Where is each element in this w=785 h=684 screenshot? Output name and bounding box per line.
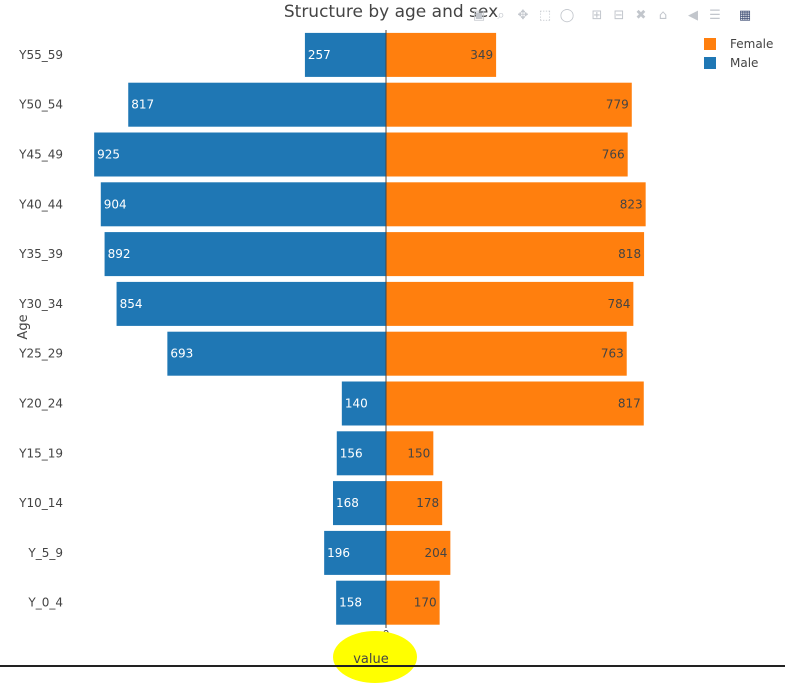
legend-label-female: Female xyxy=(730,36,774,51)
y-tick-label-y25_29: Y25_29 xyxy=(18,347,63,361)
y-tick-label-y50_54: Y50_54 xyxy=(18,98,63,112)
bar-label-male-y10_14: 168 xyxy=(336,496,359,510)
bar-label-male-y55_59: 257 xyxy=(308,48,331,62)
legend-swatch-male xyxy=(704,56,716,69)
bar-male-y20_24[interactable] xyxy=(341,381,386,426)
reset-axes-icon[interactable]: ⌂ xyxy=(658,7,668,23)
y-tick-labels: Y55_59 Y50_54 Y45_49 Y40_44 Y35_39 Y30_34 Y25_… xyxy=(18,48,63,610)
bar-label-female-y40_44: 823 xyxy=(620,197,643,211)
bar-label-female-y15_19: 150 xyxy=(407,446,430,460)
lasso-icon[interactable]: ◯ xyxy=(559,7,575,23)
bar-label-female-y45_49: 766 xyxy=(602,148,625,162)
bar-female-y50_54[interactable] xyxy=(386,82,632,127)
modebar: ▣ ⌕ ✥ ⬚ ◯ ⊞ ⊟ ✖ ⌂ ◀ ☰ ▦ xyxy=(470,6,754,24)
bar-female-y45_49[interactable] xyxy=(386,132,628,177)
bar-male-y25_29[interactable] xyxy=(167,331,386,376)
plotly-logo-icon[interactable]: ▦ xyxy=(738,7,752,23)
bar-female-y40_44[interactable] xyxy=(386,182,646,227)
bar-male-y15_19[interactable] xyxy=(336,431,386,476)
bar-label-female-y_0_4: 170 xyxy=(414,596,437,610)
y-tick-label-y40_44: Y40_44 xyxy=(18,197,63,211)
bar-label-male-y25_29: 693 xyxy=(170,347,193,361)
autoscale-icon[interactable]: ✖ xyxy=(635,7,647,23)
bar-label-female-y55_59: 349 xyxy=(470,48,493,62)
bar-label-female-y20_24: 817 xyxy=(618,397,641,411)
bar-male-y50_54[interactable] xyxy=(128,82,386,127)
y-tick-label-y15_19: Y15_19 xyxy=(18,446,63,460)
bars-layer: 257 349 817 779 925 766 904 823 892 818 854 784 693 7… xyxy=(94,32,646,625)
bar-male-y55_59[interactable] xyxy=(304,32,386,77)
bar-label-male-y20_24: 140 xyxy=(345,397,368,411)
bar-female-y10_14[interactable] xyxy=(386,481,443,526)
bar-label-male-y35_39: 892 xyxy=(108,247,131,261)
bar-label-male-y45_49: 925 xyxy=(97,148,120,162)
bar-female-y15_19[interactable] xyxy=(386,431,434,476)
bar-female-y_5_9[interactable] xyxy=(386,530,451,575)
chart-title: Structure by age and sex xyxy=(284,2,498,22)
legend-swatch-female xyxy=(704,37,716,50)
y-tick-label-y20_24: Y20_24 xyxy=(18,397,63,411)
bar-label-male-y50_54: 817 xyxy=(131,98,154,112)
bar-female-y25_29[interactable] xyxy=(386,331,627,376)
bar-male-y10_14[interactable] xyxy=(332,481,386,526)
bar-label-female-y10_14: 178 xyxy=(416,496,439,510)
y-tick-label-y_5_9: Y_5_9 xyxy=(27,546,63,560)
bar-male-y30_34[interactable] xyxy=(116,281,387,326)
box-select-icon[interactable]: ⬚ xyxy=(538,7,552,23)
bar-label-female-y30_34: 784 xyxy=(607,297,630,311)
zoom-out-icon[interactable]: ⊟ xyxy=(613,7,625,23)
bar-male-y35_39[interactable] xyxy=(104,232,386,277)
spike-lines-icon[interactable]: ☰ xyxy=(709,7,721,23)
legend-item-female[interactable]: Female xyxy=(700,34,773,53)
bar-female-y20_24[interactable] xyxy=(386,381,644,426)
zoom-icon[interactable]: ⌕ xyxy=(497,7,505,23)
bar-label-male-y_5_9: 196 xyxy=(327,546,350,560)
legend-item-male[interactable]: Male xyxy=(700,53,773,72)
bar-label-male-y30_34: 854 xyxy=(120,297,143,311)
bar-female-y30_34[interactable] xyxy=(386,281,634,326)
bar-male-y45_49[interactable] xyxy=(94,132,386,177)
zoom-in-icon[interactable]: ⊞ xyxy=(591,7,603,23)
bar-label-female-y35_39: 818 xyxy=(618,247,641,261)
bar-label-male-y15_19: 156 xyxy=(340,446,363,460)
bar-label-male-y_0_4: 158 xyxy=(339,596,362,610)
bar-male-y40_44[interactable] xyxy=(100,182,387,227)
bar-male-y_0_4[interactable] xyxy=(336,580,386,625)
bar-label-female-y_5_9: 204 xyxy=(424,546,447,560)
compare-hover-icon[interactable]: ◀ xyxy=(688,7,698,23)
y-tick-label-y_0_4: Y_0_4 xyxy=(27,596,63,610)
y-tick-label-y45_49: Y45_49 xyxy=(18,148,63,162)
bar-female-y_0_4[interactable] xyxy=(386,580,440,625)
pan-icon[interactable]: ✥ xyxy=(517,7,529,23)
bar-label-female-y25_29: 763 xyxy=(601,347,624,361)
y-axis-label: Age xyxy=(16,314,31,339)
y-tick-label-y55_59: Y55_59 xyxy=(18,48,63,62)
y-tick-label-y10_14: Y10_14 xyxy=(18,496,63,510)
bar-female-y55_59[interactable] xyxy=(386,32,497,77)
x-axis-label: value xyxy=(353,652,389,667)
bar-male-y_5_9[interactable] xyxy=(324,530,386,575)
y-tick-label-y35_39: Y35_39 xyxy=(18,247,63,261)
legend: Female Male xyxy=(700,34,773,72)
xlabel-highlight xyxy=(333,631,417,683)
bar-label-female-y50_54: 779 xyxy=(606,98,629,112)
bar-label-male-y40_44: 904 xyxy=(104,197,127,211)
legend-label-male: Male xyxy=(730,55,759,70)
bar-female-y35_39[interactable] xyxy=(386,232,645,277)
y-tick-label-y30_34: Y30_34 xyxy=(18,297,63,311)
camera-icon[interactable]: ▣ xyxy=(472,7,486,23)
